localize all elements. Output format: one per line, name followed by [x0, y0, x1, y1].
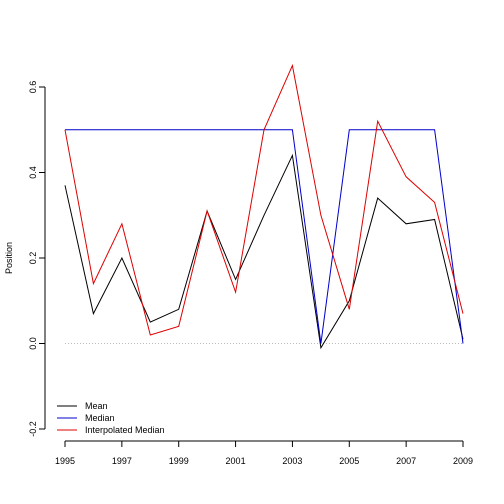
x-tick-label: 1995	[55, 456, 75, 466]
y-tick-label: 0.0	[28, 337, 38, 350]
legend-label: Mean	[85, 401, 108, 411]
series-lines	[64, 63, 464, 350]
x-tick-label: 2003	[282, 456, 302, 466]
x-tick-label: 2001	[226, 456, 246, 466]
y-tick-label: -0.2	[28, 421, 38, 437]
series-line-mean	[64, 153, 464, 350]
y-tick-label: 0.2	[28, 252, 38, 265]
x-tick-label: 2007	[396, 456, 416, 466]
x-tick-label: 1997	[112, 456, 132, 466]
series-line-interpolated-median	[64, 63, 464, 336]
y-tick-label: 0.6	[28, 81, 38, 94]
x-tick-label: 1999	[169, 456, 189, 466]
legend: Mean Median Interpolated Median	[57, 401, 165, 435]
legend-label: Median	[85, 413, 115, 423]
y-axis-label: Position	[4, 242, 14, 274]
legend-label: Interpolated Median	[85, 425, 165, 435]
axes: -0.2 0.0 0.2 0.4 0.6 1995 1997 1999 2001 2003 2005…	[28, 81, 473, 466]
x-tick-label: 2005	[339, 456, 359, 466]
y-tick-label: 0.4	[28, 166, 38, 179]
x-tick-label: 2009	[453, 456, 473, 466]
